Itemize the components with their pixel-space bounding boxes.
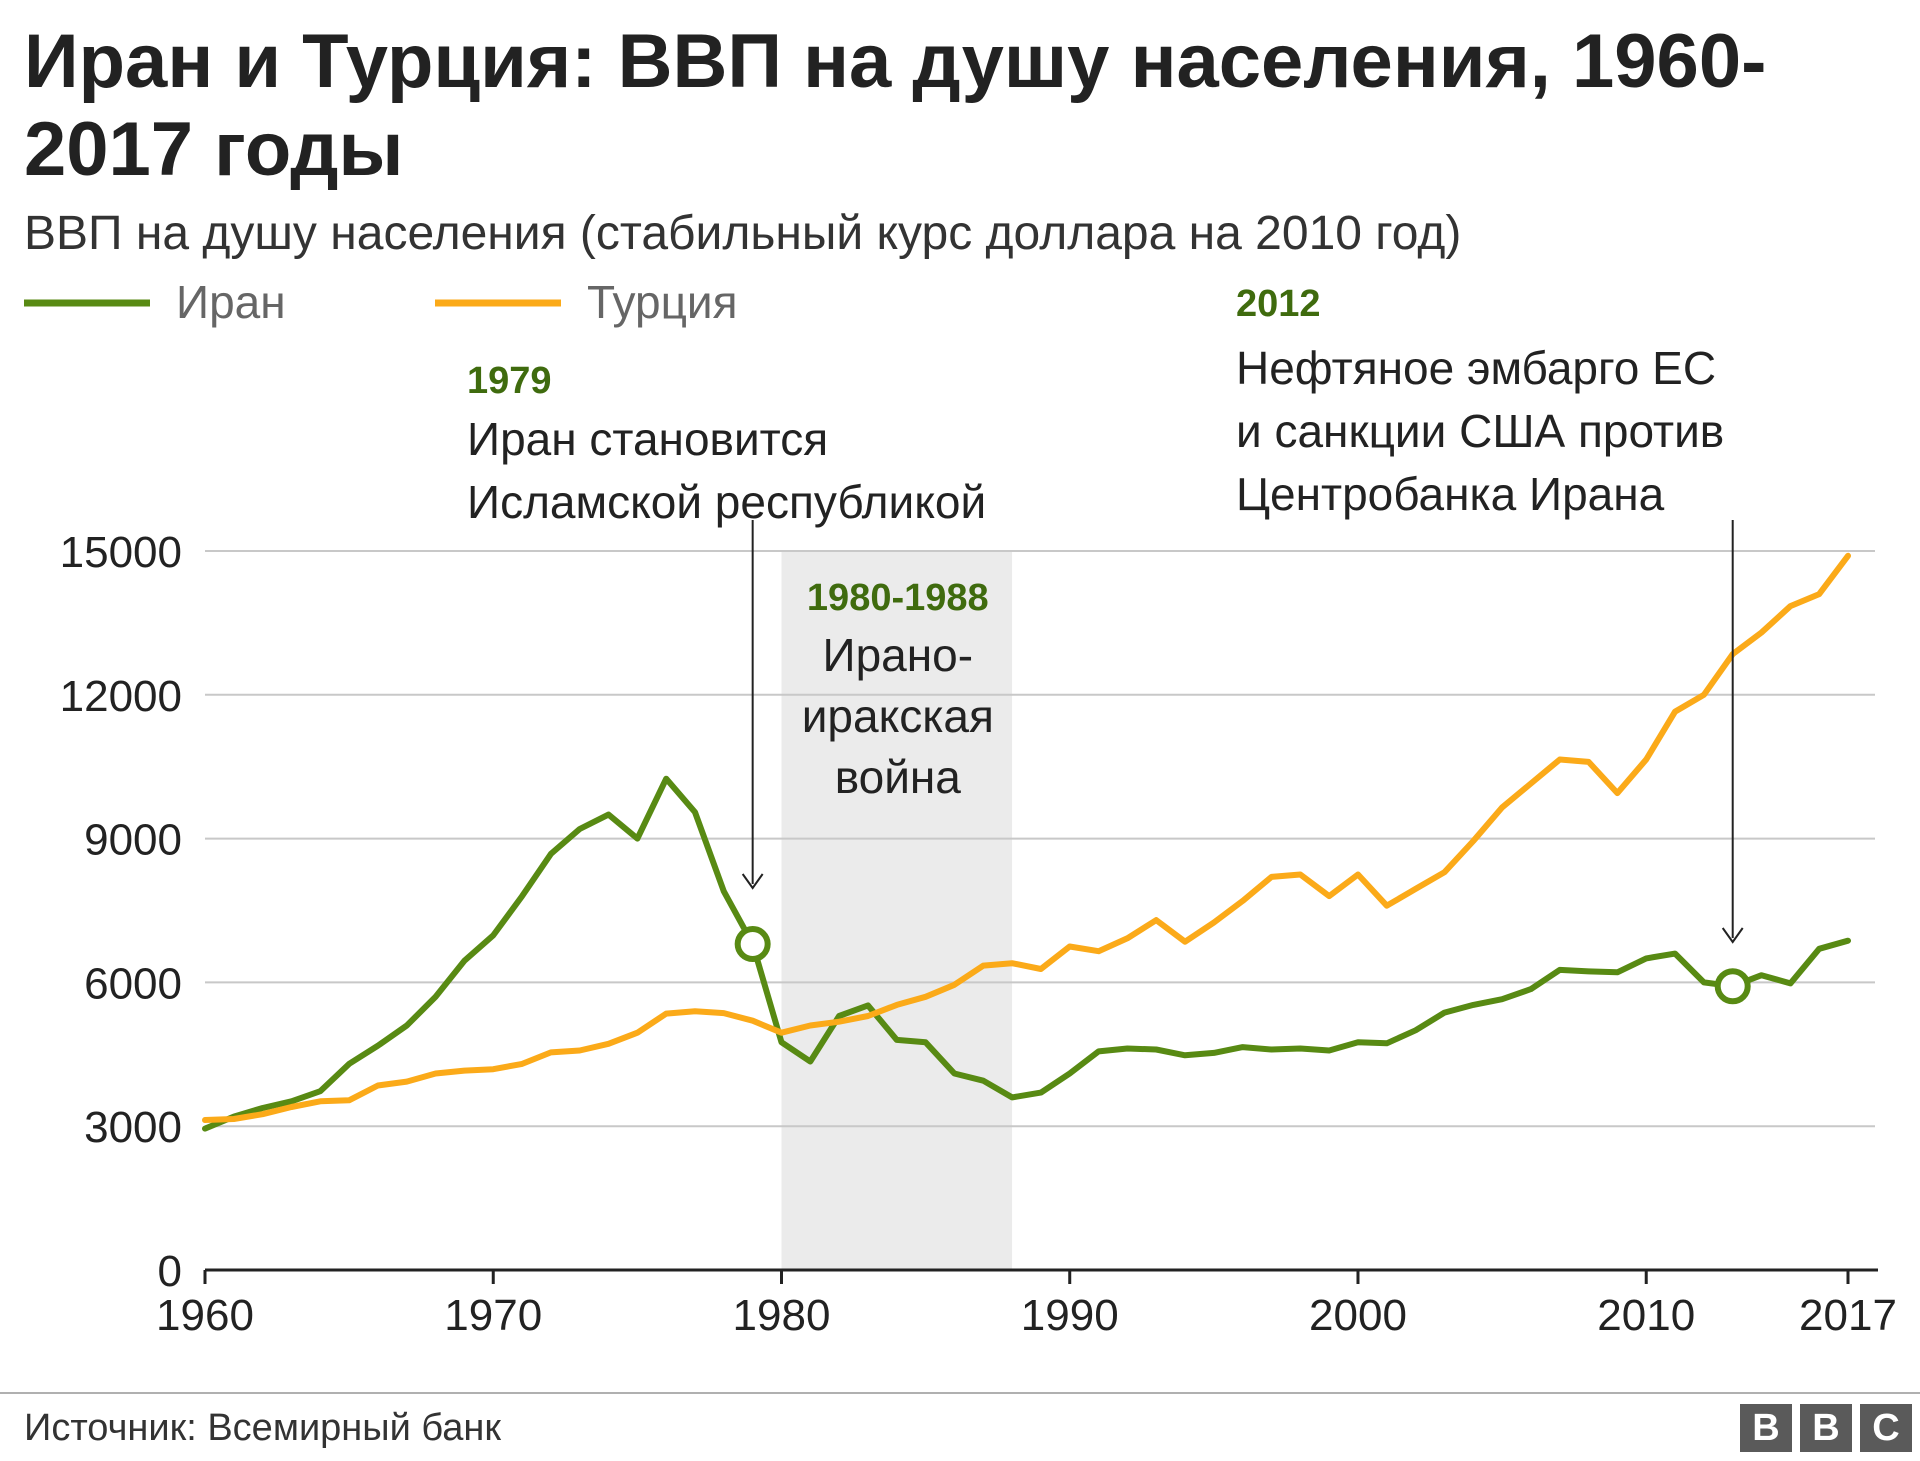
y-tick-label: 3000 [84,1103,182,1152]
annotation-text: Нефтяное эмбарго ЕС [1236,342,1716,394]
x-tick-label: 2010 [1597,1291,1695,1340]
annotation-text: Иран становится [467,413,828,465]
logo-letter: B [1740,1404,1792,1452]
logo-letter: C [1860,1404,1912,1452]
annotation-text: и санкции США против [1236,405,1724,457]
annotation-arrowhead [741,873,764,890]
chart-title: Иран и Турция: ВВП на душу населения, 19… [24,19,1767,192]
footer-divider [0,1392,1920,1394]
annotation-arrowhead [1721,927,1744,944]
annotation-text: война [835,751,962,803]
x-tick-label: 1960 [156,1291,254,1340]
y-tick-label: 15000 [60,528,182,577]
annotation-text: иракская [802,690,994,742]
annotation-year: 2012 [1236,283,1321,325]
chart-area: 0 3000 6000 9000 12000 15000 1960 1970 1980 1990 2… [24,276,1897,1340]
annotation-text: Ирано- [823,629,974,681]
annotation-text: Центробанка Ирана [1236,468,1665,520]
x-tick-label: 1980 [733,1291,831,1340]
bbc-logo: B B C [1740,1404,1912,1452]
legend-label: Турция [587,276,738,328]
annotation-year: 1979 [467,360,552,402]
source-note: Источник: Всемирный банк [24,1407,502,1449]
y-tick-label: 9000 [84,816,182,865]
x-tick-label: 1970 [444,1291,542,1340]
y-tick-label: 6000 [84,959,182,1008]
event-marker-1979 [734,926,771,963]
chart-subtitle: ВВП на душу населения (стабильный курс д… [24,207,1462,260]
x-tick-label: 2017 [1799,1291,1897,1340]
y-tick-label: 0 [158,1247,182,1296]
annotation-text: Исламской республикой [467,476,986,528]
legend-label: Иран [176,276,286,328]
x-tick-label: 2000 [1309,1291,1407,1340]
series-line-turkey [202,552,1851,1123]
series-line-iran [202,775,1851,1132]
annotation-year: 1980-1988 [807,577,989,619]
shaded-region-war [781,551,1013,1270]
event-marker-2012 [1714,968,1751,1005]
logo-letter: B [1800,1404,1852,1452]
x-tick-label: 1990 [1021,1291,1119,1340]
y-tick-label: 12000 [60,672,182,721]
